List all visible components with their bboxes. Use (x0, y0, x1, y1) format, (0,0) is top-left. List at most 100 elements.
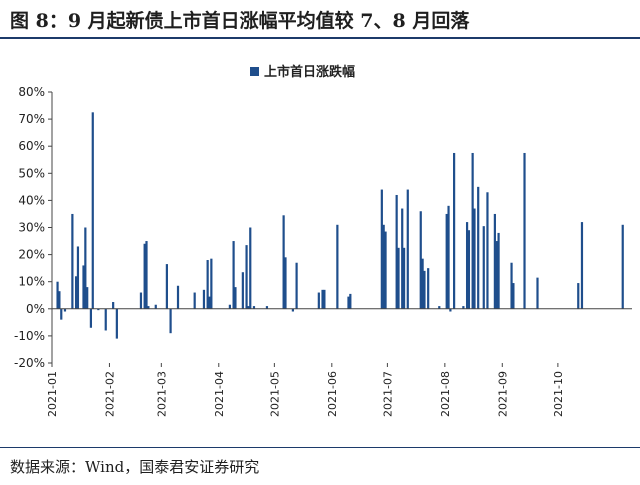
bar (202, 289, 206, 309)
x-tick-label: 2021-01 (46, 371, 59, 417)
bar (512, 283, 515, 309)
bar (482, 226, 485, 309)
bar (241, 272, 244, 309)
y-tick-label: 80% (18, 85, 45, 99)
bar (193, 292, 196, 309)
bar (402, 247, 406, 309)
bar (447, 205, 450, 309)
bar (112, 302, 115, 309)
bar (232, 241, 235, 309)
bar (445, 213, 448, 309)
bar (486, 192, 489, 309)
bar (56, 281, 59, 309)
bar (580, 222, 584, 309)
bar (247, 306, 250, 309)
bar (228, 304, 231, 309)
bar (206, 260, 209, 309)
bar (493, 213, 496, 309)
bar (115, 308, 118, 339)
bar (76, 246, 80, 309)
bar (97, 308, 100, 311)
x-tick-label: 2021-08 (439, 371, 452, 417)
bar (462, 306, 465, 309)
bar (621, 224, 624, 309)
x-tick-label: 2021-07 (381, 371, 394, 417)
bar (349, 293, 352, 309)
x-tick-label: 2021-10 (552, 371, 565, 417)
y-tick-label: 0% (26, 302, 45, 316)
bar (86, 287, 89, 309)
bar (438, 306, 441, 309)
bar (284, 257, 287, 309)
bar (63, 308, 67, 312)
bar (234, 287, 237, 309)
bar (139, 292, 143, 309)
bar-chart: 80%70%60%50%40%30%20%10%0%-10%-20%2021-0… (14, 64, 632, 417)
x-tick-label: 2021-02 (103, 371, 116, 417)
bar (471, 152, 474, 309)
bar (347, 296, 350, 309)
bar (495, 241, 498, 309)
bar (577, 283, 580, 309)
bar (91, 112, 94, 309)
y-tick-label: 60% (18, 139, 45, 153)
y-tick-label: 50% (18, 166, 45, 180)
bar (510, 262, 513, 309)
x-tick-label: 2021-03 (155, 371, 168, 417)
bar (154, 304, 157, 309)
bar (395, 194, 398, 309)
bar (245, 245, 248, 309)
x-tick-label: 2021-05 (268, 371, 281, 417)
bar (336, 224, 339, 309)
bar (71, 213, 74, 309)
bar (252, 306, 256, 309)
figure-title: 图 8：9 月起新债上市首日涨幅平均值较 7、8 月回落 (10, 10, 470, 32)
bar (427, 268, 430, 309)
bar (477, 186, 480, 309)
y-tick-label: 10% (18, 275, 45, 289)
bar (419, 211, 422, 309)
bar (467, 230, 471, 309)
x-tick-label: 2021-09 (496, 371, 509, 417)
y-tick-label: 30% (18, 221, 45, 235)
bar (423, 270, 426, 309)
bar (497, 232, 500, 309)
bar (397, 247, 400, 309)
bottom-rule (0, 447, 640, 448)
y-tick-label: 70% (18, 112, 45, 126)
bar (384, 231, 387, 309)
bar (169, 308, 172, 334)
bar (104, 308, 107, 331)
bar (147, 306, 150, 309)
bar (143, 243, 146, 309)
bar (295, 262, 298, 309)
bar (210, 258, 213, 309)
legend-swatch (250, 67, 259, 76)
bar (74, 276, 78, 309)
top-rule (0, 37, 640, 39)
bar (401, 208, 404, 309)
bar (249, 227, 252, 309)
bar (84, 227, 87, 309)
y-tick-label: -20% (14, 356, 45, 370)
bar (282, 215, 285, 309)
bar (380, 189, 383, 309)
bar (382, 224, 385, 309)
x-tick-label: 2021-04 (213, 371, 226, 417)
bar (421, 258, 424, 309)
x-tick-label: 2021-06 (326, 371, 339, 417)
bar (165, 264, 168, 309)
bar (406, 189, 409, 309)
bar (323, 289, 326, 309)
y-tick-label: -10% (14, 329, 45, 343)
bar (465, 222, 469, 309)
bar (536, 277, 539, 309)
y-tick-label: 20% (18, 248, 45, 262)
bar (89, 308, 93, 328)
legend-label: 上市首日涨跌幅 (264, 64, 355, 80)
bar (60, 308, 63, 320)
bar (58, 291, 61, 309)
bar (145, 241, 148, 309)
bar (208, 296, 211, 309)
bar (82, 265, 85, 309)
